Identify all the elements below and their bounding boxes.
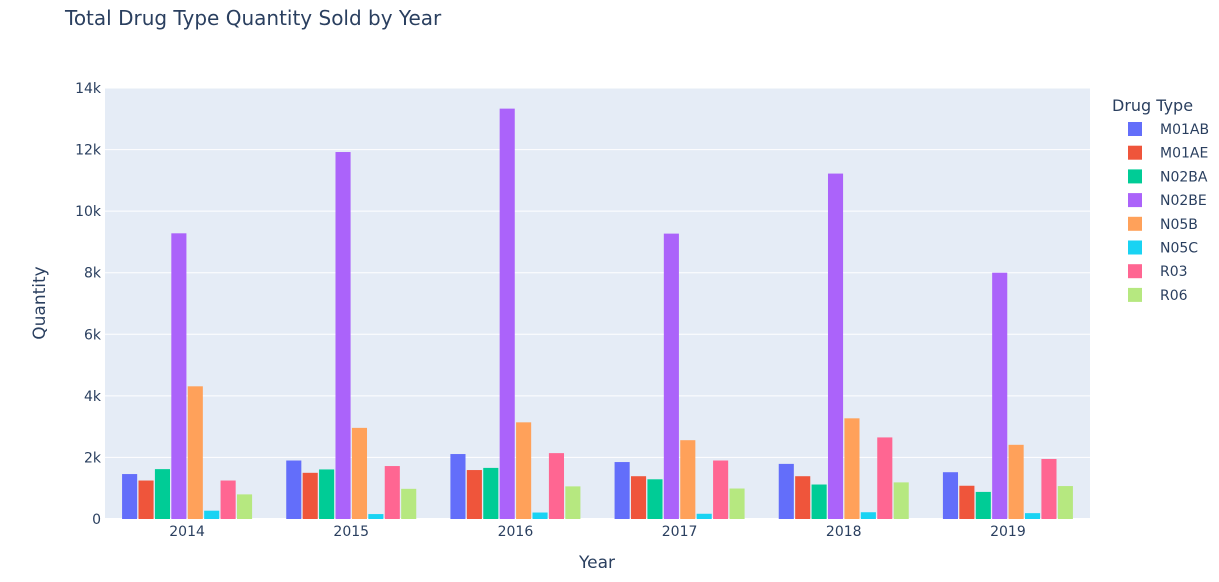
bar-n05c-2015[interactable]	[368, 514, 384, 519]
bar-r06-2019[interactable]	[1057, 486, 1073, 519]
bar-r06-2017[interactable]	[729, 488, 745, 519]
bar-n02be-2015[interactable]	[335, 152, 351, 519]
bar-r03-2017[interactable]	[713, 460, 729, 519]
bar-n02be-2014[interactable]	[171, 233, 187, 519]
legend-item-n05b[interactable]: N05B	[1128, 216, 1198, 233]
bar-r06-2015[interactable]	[401, 488, 417, 519]
bar-r03-2018[interactable]	[877, 437, 893, 519]
legend-label: N02BA	[1160, 169, 1208, 185]
legend-label: N05B	[1160, 217, 1198, 233]
bar-n02be-2017[interactable]	[663, 233, 679, 519]
bar-r03-2014[interactable]	[220, 480, 236, 519]
bar-n05b-2014[interactable]	[187, 386, 203, 519]
x-tick-label: 2019	[990, 524, 1026, 540]
bar-n02be-2019[interactable]	[992, 272, 1008, 519]
bar-m01ab-2015[interactable]	[286, 460, 302, 519]
chart-title: Total Drug Type Quantity Sold by Year	[64, 6, 442, 30]
x-tick-label: 2016	[498, 524, 534, 540]
x-tick-label: 2017	[662, 524, 698, 540]
bar-n05b-2017[interactable]	[680, 440, 696, 519]
bar-m01ab-2016[interactable]	[450, 454, 466, 519]
y-tick-label: 8k	[84, 266, 102, 282]
legend-swatch	[1128, 145, 1142, 160]
y-axis-ticks: 0 2k 4k 6k 8k 10k 12k 14k	[75, 81, 102, 528]
legend: Drug Type M01AB M01AE N02BA N02BE N05B N05C R0…	[1112, 96, 1209, 304]
bar-m01ab-2019[interactable]	[942, 472, 959, 519]
y-axis-title: Quantity	[30, 266, 50, 339]
bar-m01ae-2019[interactable]	[959, 485, 975, 519]
plot-area	[105, 88, 1090, 519]
legend-swatch	[1128, 240, 1142, 255]
legend-label: R06	[1160, 288, 1188, 304]
bar-n05b-2015[interactable]	[351, 427, 368, 519]
legend-item-n05c[interactable]: N05C	[1128, 240, 1198, 257]
x-tick-label: 2015	[333, 524, 369, 540]
y-tick-label: 6k	[84, 327, 102, 343]
legend-label: N05C	[1160, 241, 1198, 257]
y-tick-label: 0	[92, 512, 101, 528]
legend-title: Drug Type	[1112, 96, 1193, 115]
y-tick-label: 14k	[75, 81, 102, 97]
x-axis-ticks: 2014 2015 2016 2017 2018 2019	[169, 524, 1025, 540]
gridlines	[105, 87, 1090, 520]
legend-label: R03	[1160, 264, 1188, 280]
bar-m01ae-2016[interactable]	[466, 470, 482, 519]
bar-n02ba-2019[interactable]	[975, 491, 991, 519]
x-axis-title: Year	[578, 553, 615, 573]
bar-r06-2016[interactable]	[565, 486, 581, 519]
bar-n02ba-2016[interactable]	[483, 467, 499, 519]
legend-label: N02BE	[1160, 193, 1207, 209]
legend-item-r06[interactable]: R06	[1128, 287, 1188, 304]
bar-r06-2014[interactable]	[236, 494, 253, 519]
legend-swatch	[1128, 216, 1142, 231]
bar-n02be-2018[interactable]	[827, 173, 844, 519]
x-tick-label: 2014	[169, 524, 205, 540]
bar-n02ba-2015[interactable]	[319, 469, 335, 519]
bar-n05b-2019[interactable]	[1008, 444, 1024, 519]
legend-swatch	[1128, 264, 1142, 279]
bar-n05c-2017[interactable]	[696, 513, 712, 519]
bar-r03-2019[interactable]	[1041, 458, 1057, 519]
legend-item-m01ae[interactable]: M01AE	[1128, 145, 1208, 162]
legend-item-n02be[interactable]: N02BE	[1128, 193, 1207, 209]
legend-swatch	[1128, 287, 1142, 302]
bar-m01ab-2017[interactable]	[614, 462, 630, 519]
bar-n02ba-2017[interactable]	[647, 479, 663, 519]
x-tick-label: 2018	[826, 524, 862, 540]
y-tick-label: 4k	[84, 389, 102, 405]
bar-m01ae-2018[interactable]	[795, 476, 811, 519]
bars	[122, 108, 1073, 519]
bar-r03-2015[interactable]	[384, 466, 400, 519]
bar-n05c-2016[interactable]	[532, 512, 548, 519]
y-tick-label: 2k	[84, 450, 102, 466]
legend-item-n02ba[interactable]: N02BA	[1128, 169, 1208, 185]
bar-m01ae-2014[interactable]	[138, 480, 154, 519]
legend-swatch	[1128, 169, 1142, 184]
y-tick-label: 12k	[75, 143, 102, 159]
bar-n05b-2018[interactable]	[844, 418, 860, 519]
bar-n05c-2019[interactable]	[1024, 513, 1041, 519]
legend-swatch	[1128, 193, 1142, 208]
bar-n05c-2014[interactable]	[204, 510, 220, 519]
legend-label: M01AB	[1160, 122, 1209, 138]
legend-item-m01ab[interactable]: M01AB	[1128, 122, 1209, 138]
y-tick-label: 10k	[75, 204, 102, 220]
bar-m01ab-2014[interactable]	[122, 474, 138, 519]
bar-m01ae-2015[interactable]	[302, 472, 318, 519]
bar-n02ba-2014[interactable]	[154, 469, 171, 519]
bar-r06-2018[interactable]	[893, 482, 909, 519]
bar-r03-2016[interactable]	[548, 453, 565, 519]
bar-m01ab-2018[interactable]	[778, 463, 794, 519]
bar-n05b-2016[interactable]	[516, 422, 532, 519]
legend-swatch	[1128, 122, 1142, 136]
bar-n05c-2018[interactable]	[860, 512, 876, 519]
bar-n02ba-2018[interactable]	[811, 484, 827, 519]
bar-m01ae-2017[interactable]	[630, 476, 647, 519]
legend-label: M01AE	[1160, 146, 1208, 162]
bar-n02be-2016[interactable]	[499, 108, 515, 519]
legend-item-r03[interactable]: R03	[1128, 264, 1188, 280]
